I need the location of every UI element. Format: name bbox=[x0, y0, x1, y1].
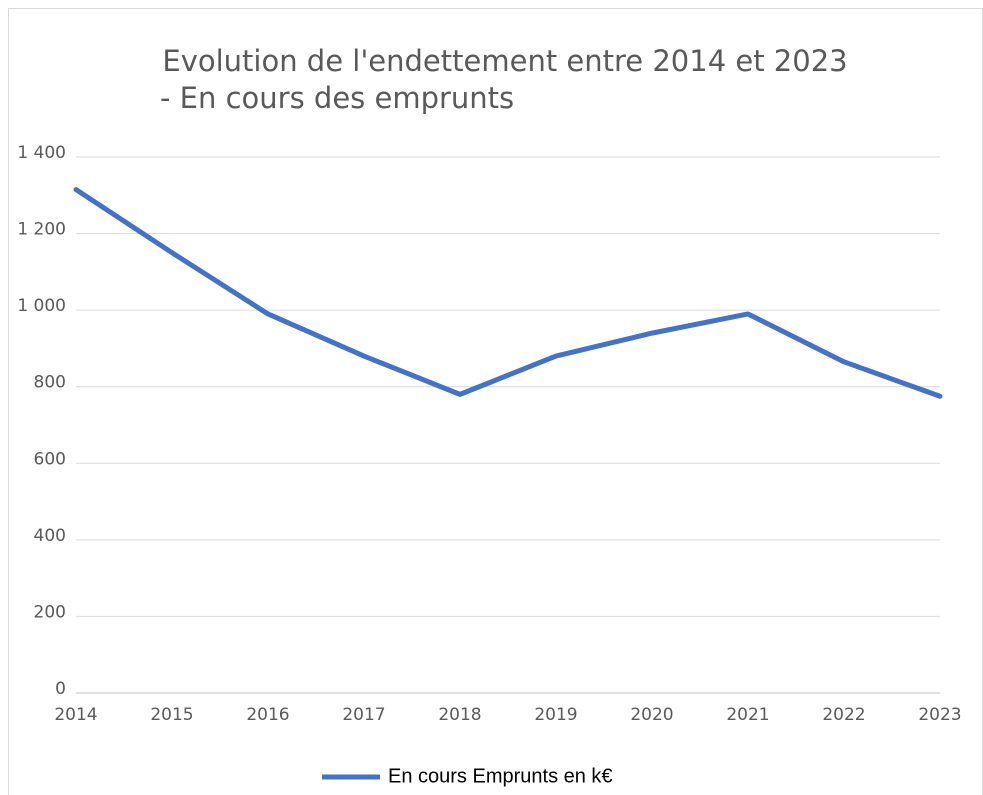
y-tick-label: 1 000 bbox=[17, 296, 66, 316]
chart-border bbox=[8, 8, 983, 795]
y-tick-label: 1 200 bbox=[17, 220, 66, 240]
x-tick-label: 2021 bbox=[726, 705, 769, 725]
chart-title: Evolution de l'endettement entre 2014 et… bbox=[162, 44, 847, 78]
x-tick-label: 2020 bbox=[630, 705, 673, 725]
x-tick-label: 2017 bbox=[342, 705, 385, 725]
y-tick-label: 400 bbox=[34, 526, 66, 546]
x-tick-label: 2023 bbox=[918, 705, 961, 725]
y-tick-label: 600 bbox=[34, 449, 66, 469]
y-tick-label: 200 bbox=[34, 602, 66, 622]
x-tick-label: 2014 bbox=[54, 705, 97, 725]
x-tick-label: 2022 bbox=[822, 705, 865, 725]
data-line bbox=[73, 187, 943, 399]
y-tick-label: 1 400 bbox=[17, 143, 66, 163]
x-tick-label: 2015 bbox=[150, 705, 193, 725]
x-tick-label: 2019 bbox=[534, 705, 577, 725]
x-tick-label: 2016 bbox=[246, 705, 289, 725]
legend-label: En cours Emprunts en k€ bbox=[388, 765, 613, 787]
y-tick-label: 800 bbox=[34, 373, 66, 393]
chart-subtitle: - En cours des emprunts bbox=[160, 81, 514, 115]
y-tick-label: 0 bbox=[55, 679, 66, 699]
x-tick-label: 2018 bbox=[438, 705, 481, 725]
